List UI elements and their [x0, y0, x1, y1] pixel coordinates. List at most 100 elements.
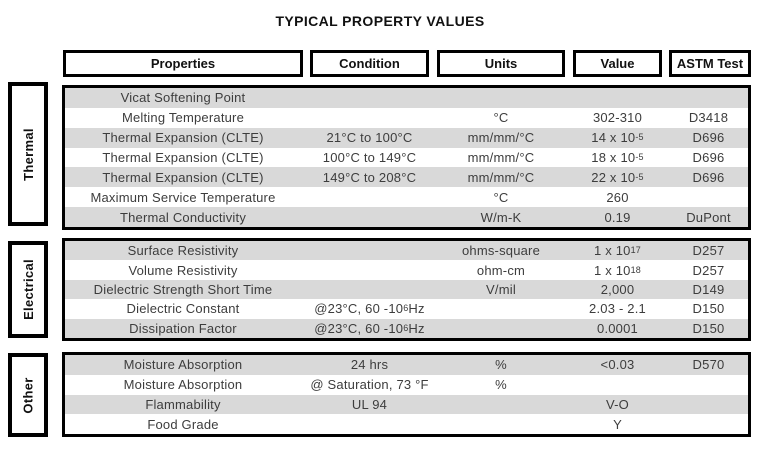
cell-property: Dielectric Constant: [126, 301, 240, 317]
cell-condition: @ Saturation, 73 °F: [310, 377, 429, 393]
cell-astm: [669, 414, 748, 434]
cell-value: <0.03: [600, 357, 635, 373]
cell-value: [573, 375, 662, 395]
cell-value: 22 x 10 -5: [591, 169, 644, 185]
cell-units: [437, 319, 565, 338]
section-label-electrical: Electrical: [8, 241, 48, 338]
cell-units: ohm-cm: [476, 262, 526, 278]
cell-condition: UL 94: [351, 396, 388, 412]
table-row: Dielectric Strength Short Time V/mil 2,000…: [65, 279, 748, 300]
cell-property: Vicat Softening Point: [120, 90, 246, 106]
cell-astm: D3418: [688, 110, 729, 126]
cell-value: 260: [606, 189, 629, 205]
cell-condition: [310, 187, 429, 207]
cell-property: Dissipation Factor: [129, 320, 237, 336]
section-label-thermal: Thermal: [8, 82, 48, 226]
cell-value: 2,000: [600, 282, 635, 298]
cell-units: W/m-K: [480, 209, 522, 225]
section-body-electrical: Surface Resistivity ohms-square 1 x 10 17 D2…: [62, 238, 751, 341]
cell-value: 14 x 10 -5: [591, 130, 644, 146]
cell-property: Moisture Absorption: [123, 377, 243, 393]
cell-astm: [669, 395, 748, 415]
table-row: Food Grade Y: [65, 414, 748, 434]
cell-property: Thermal Expansion (CLTE): [102, 169, 264, 185]
cell-units: V/mil: [486, 282, 516, 298]
table-row: Thermal Expansion (CLTE) 100°C to 149°C mm…: [65, 147, 748, 168]
cell-value: 302-310: [592, 110, 643, 126]
table-row: Vicat Softening Point: [65, 88, 748, 108]
column-header-astm-test: ASTM Test: [669, 50, 751, 77]
cell-value: 1 x 10 18: [593, 262, 642, 278]
cell-condition: 100°C to 149°C: [322, 150, 417, 165]
cell-condition: [310, 207, 429, 227]
cell-property: Thermal Expansion (CLTE): [102, 150, 264, 165]
cell-property: Flammability: [145, 396, 221, 412]
page-title: TYPICAL PROPERTY VALUES: [275, 13, 485, 29]
cell-units: [437, 414, 565, 434]
section-label-thermal-text: Thermal: [20, 127, 36, 181]
cell-condition: [310, 280, 429, 299]
column-header-units: Units: [437, 50, 565, 77]
cell-astm: D257: [692, 262, 725, 278]
section-body-thermal: Vicat Softening Point Melting Temperature…: [62, 85, 751, 230]
table-row: Volume Resistivity ohm-cm 1 x 10 18 D257: [65, 260, 748, 280]
cell-property: Dielectric Strength Short Time: [93, 282, 273, 298]
cell-property: Thermal Expansion (CLTE): [102, 130, 264, 146]
cell-value: [573, 88, 662, 108]
cell-condition: [310, 260, 429, 279]
cell-condition: [310, 414, 429, 434]
table-row: Moisture Absorption @ Saturation, 73 °F%: [65, 374, 748, 395]
cell-astm: D257: [692, 243, 725, 259]
cell-condition: [310, 241, 429, 260]
cell-value: 0.19: [604, 209, 631, 225]
cell-astm: D570: [692, 357, 725, 373]
cell-units: ohms-square: [461, 243, 541, 259]
cell-units: %: [495, 357, 507, 373]
cell-property: Thermal Conductivity: [119, 209, 247, 225]
cell-astm: [669, 375, 748, 395]
cell-property: Surface Resistivity: [127, 243, 239, 259]
cell-astm: D150: [692, 320, 725, 336]
table-row: Moisture Absorption 24 hrs% <0.03 D570: [65, 355, 748, 375]
cell-value: 18 x 10 -5: [591, 150, 644, 165]
cell-property: Melting Temperature: [121, 110, 245, 126]
cell-astm: D696: [692, 130, 725, 146]
cell-property: Moisture Absorption: [123, 357, 243, 373]
column-header-value: Value: [573, 50, 662, 77]
cell-units: °C: [493, 189, 509, 205]
cell-condition: @23°C, 60 -10 6 Hz: [314, 301, 425, 317]
table-row: Melting Temperature °C 302-310 D3418: [65, 107, 748, 128]
cell-units: mm/mm/°C: [467, 130, 535, 146]
table-row: Maximum Service Temperature °C 260: [65, 187, 748, 208]
cell-astm: [669, 187, 748, 207]
cell-condition: [310, 108, 429, 128]
cell-units: mm/mm/°C: [467, 169, 535, 185]
cell-condition: 149°C to 208°C: [322, 169, 417, 185]
cell-astm: [669, 88, 748, 108]
cell-astm: DuPont: [686, 209, 731, 225]
column-header-condition: Condition: [310, 50, 429, 77]
cell-value: Y: [613, 416, 622, 432]
cell-astm: D150: [692, 301, 725, 317]
cell-units: mm/mm/°C: [467, 150, 535, 165]
cell-units: °C: [493, 110, 509, 126]
table-row: Dielectric Constant @23°C, 60 -10 6 Hz 2.03…: [65, 299, 748, 319]
table-row: Thermal Expansion (CLTE) 21°C to 100°C mm/…: [65, 127, 748, 148]
section-label-other: Other: [8, 353, 48, 437]
section-body-other: Moisture Absorption 24 hrs% <0.03 D570 Moist…: [62, 352, 751, 437]
column-header-properties: Properties: [63, 50, 303, 77]
cell-units: %: [495, 377, 507, 393]
cell-units: [437, 299, 565, 318]
cell-astm: D149: [692, 282, 725, 298]
cell-astm: D696: [692, 169, 725, 185]
cell-property: Food Grade: [147, 416, 219, 432]
table-row: Dissipation Factor @23°C, 60 -10 6 Hz 0.000…: [65, 318, 748, 339]
table-row: Surface Resistivity ohms-square 1 x 10 17 D2…: [65, 241, 748, 261]
table-row: Thermal Expansion (CLTE) 149°C to 208°C mm…: [65, 167, 748, 188]
table-row: Flammability UL 94 V-O: [65, 394, 748, 415]
cell-units: [437, 395, 565, 415]
cell-value: 0.0001: [597, 320, 638, 336]
section-label-electrical-text: Electrical: [20, 259, 36, 320]
cell-condition: @23°C, 60 -10 6 Hz: [314, 320, 425, 336]
